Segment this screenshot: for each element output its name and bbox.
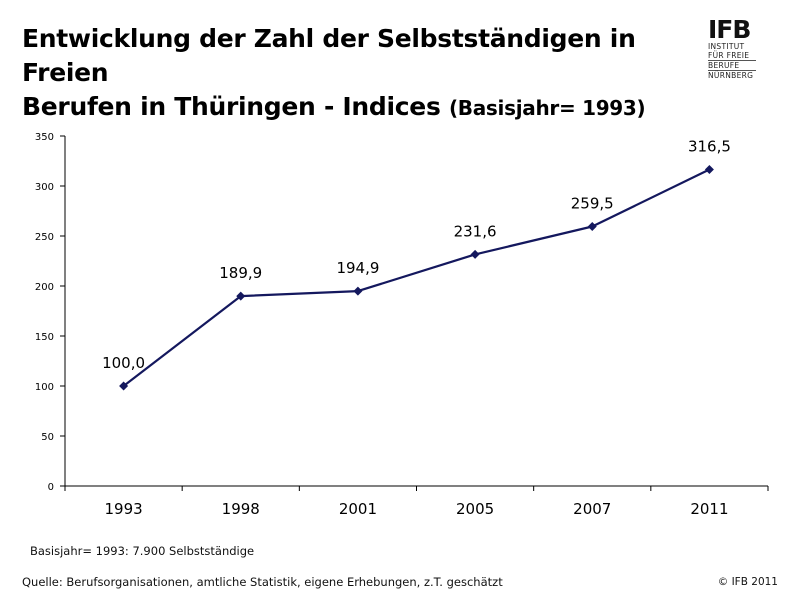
data-point <box>353 286 363 296</box>
y-tick-label: 300 <box>35 182 54 193</box>
y-tick-label: 0 <box>48 482 54 493</box>
data-point <box>236 291 246 301</box>
footnote: Basisjahr= 1993: 7.900 Selbstständige <box>30 544 255 558</box>
data-point <box>587 222 597 231</box>
logo-text: IFB <box>708 15 751 44</box>
x-tick-label: 2007 <box>573 500 611 518</box>
logo-line-2: FÜR FREIE <box>708 51 756 61</box>
logo-line-3: BERUFE <box>708 61 756 71</box>
logo-lines: INSTITUT FÜR FREIE BERUFE NÜRNBERG <box>708 42 756 80</box>
data-point <box>119 381 129 391</box>
data-label: 194,9 <box>336 259 379 277</box>
data-point <box>470 249 480 259</box>
data-label: 259,5 <box>571 195 614 213</box>
x-tick-label: 2011 <box>690 500 728 518</box>
x-tick-label: 2005 <box>456 500 494 518</box>
x-tick-label: 2001 <box>339 500 377 518</box>
y-tick-label: 350 <box>35 132 54 143</box>
ifb-logo: IFB INSTITUT FÜR FREIE BERUFE NÜRNBERG <box>708 15 756 80</box>
logo-line-1: INSTITUT <box>708 42 745 51</box>
x-tick-label: 1998 <box>222 500 260 518</box>
series-line <box>122 168 710 387</box>
title-line-1: Entwicklung der Zahl der Selbstständigen… <box>22 24 636 87</box>
title-line-2-main: Berufen in Thüringen - Indices <box>22 92 441 121</box>
y-tick-label: 100 <box>35 382 54 393</box>
data-label: 100,0 <box>102 354 145 372</box>
y-tick-label: 250 <box>35 232 54 243</box>
chart-title: Entwicklung der Zahl der Selbstständigen… <box>22 22 702 125</box>
x-tick-label: 1993 <box>104 500 142 518</box>
data-label: 189,9 <box>219 264 262 282</box>
copyright: © IFB 2011 <box>717 576 778 588</box>
title-line-2: Berufen in Thüringen - Indices (Basisjah… <box>22 90 702 125</box>
logo-mark: IFB <box>708 15 756 44</box>
source-note: Quelle: Berufsorganisationen, amtliche S… <box>22 575 503 589</box>
y-tick-label: 150 <box>35 332 54 343</box>
y-tick-label: 50 <box>41 432 54 443</box>
data-label: 316,5 <box>688 138 731 156</box>
y-tick-label: 200 <box>35 282 54 293</box>
data-label: 231,6 <box>454 222 497 240</box>
logo-line-4: NÜRNBERG <box>708 71 754 80</box>
data-point <box>704 165 714 174</box>
title-line-2-sub: (Basisjahr= 1993) <box>448 96 646 120</box>
